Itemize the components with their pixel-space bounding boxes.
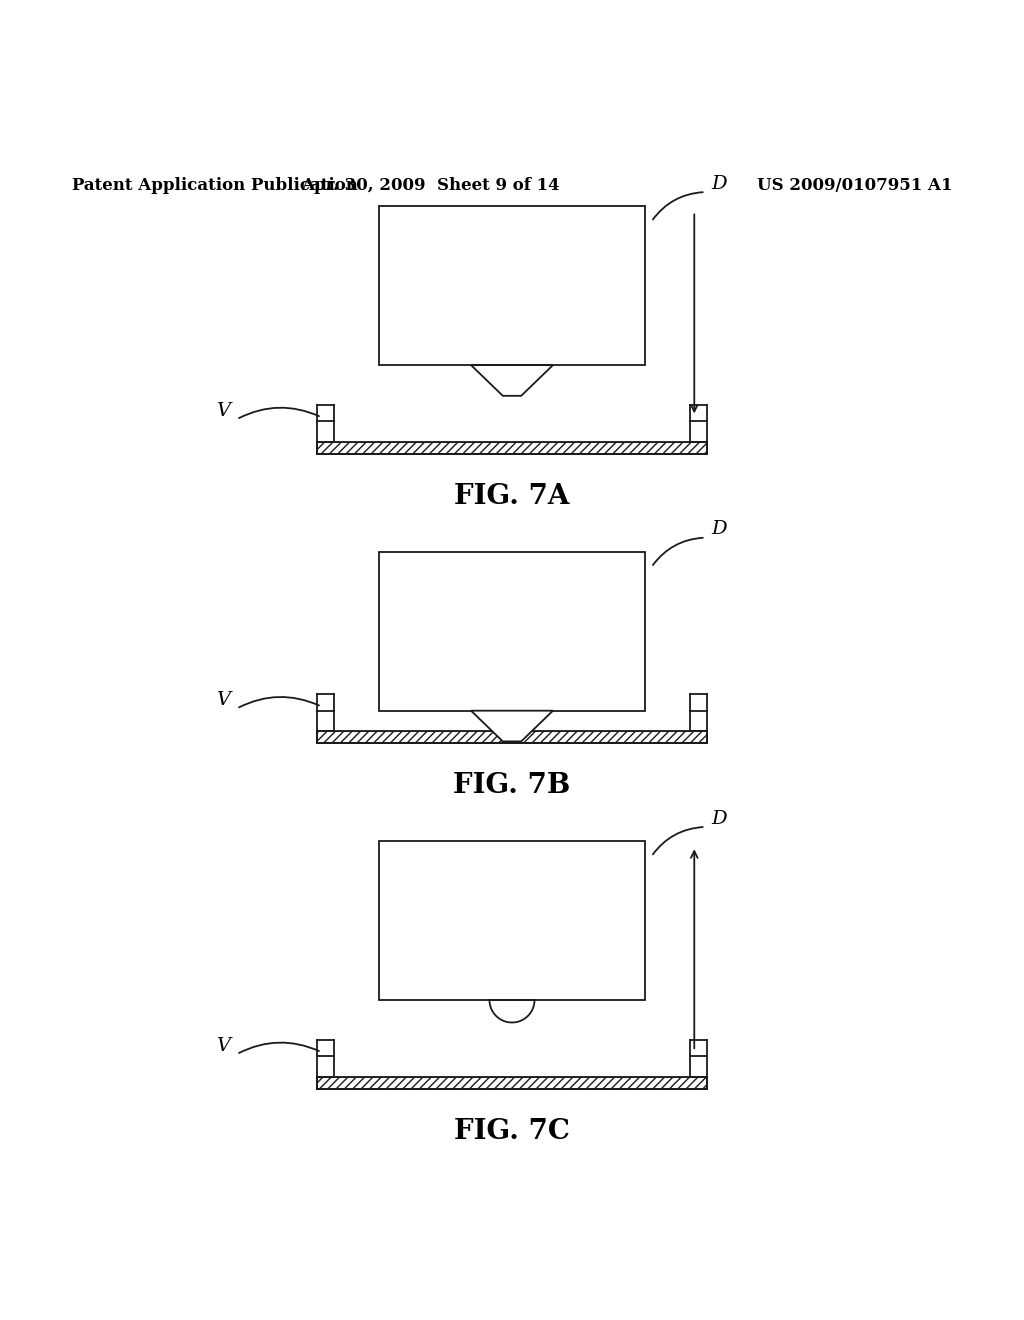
Text: Patent Application Publication: Patent Application Publication — [72, 177, 357, 194]
Bar — [379, 841, 645, 1001]
Text: FIG. 7A: FIG. 7A — [455, 483, 569, 510]
Text: US 2009/0107951 A1: US 2009/0107951 A1 — [757, 177, 952, 194]
Text: D: D — [712, 174, 727, 193]
Bar — [379, 206, 645, 366]
Text: Apr. 30, 2009  Sheet 9 of 14: Apr. 30, 2009 Sheet 9 of 14 — [301, 177, 559, 194]
Bar — [334, 421, 690, 442]
Text: V: V — [216, 1038, 230, 1055]
Text: D: D — [712, 809, 727, 828]
Text: FIG. 7C: FIG. 7C — [454, 1118, 570, 1144]
Bar — [334, 1056, 690, 1077]
Polygon shape — [471, 710, 553, 742]
Bar — [317, 731, 707, 743]
Text: V: V — [216, 692, 230, 709]
Bar — [379, 552, 645, 710]
Bar — [334, 710, 690, 731]
Text: D: D — [712, 520, 727, 539]
Bar — [317, 1077, 707, 1089]
Text: FIG. 7B: FIG. 7B — [454, 772, 570, 799]
Polygon shape — [471, 366, 553, 396]
Text: V: V — [216, 403, 230, 420]
Bar — [317, 442, 707, 454]
